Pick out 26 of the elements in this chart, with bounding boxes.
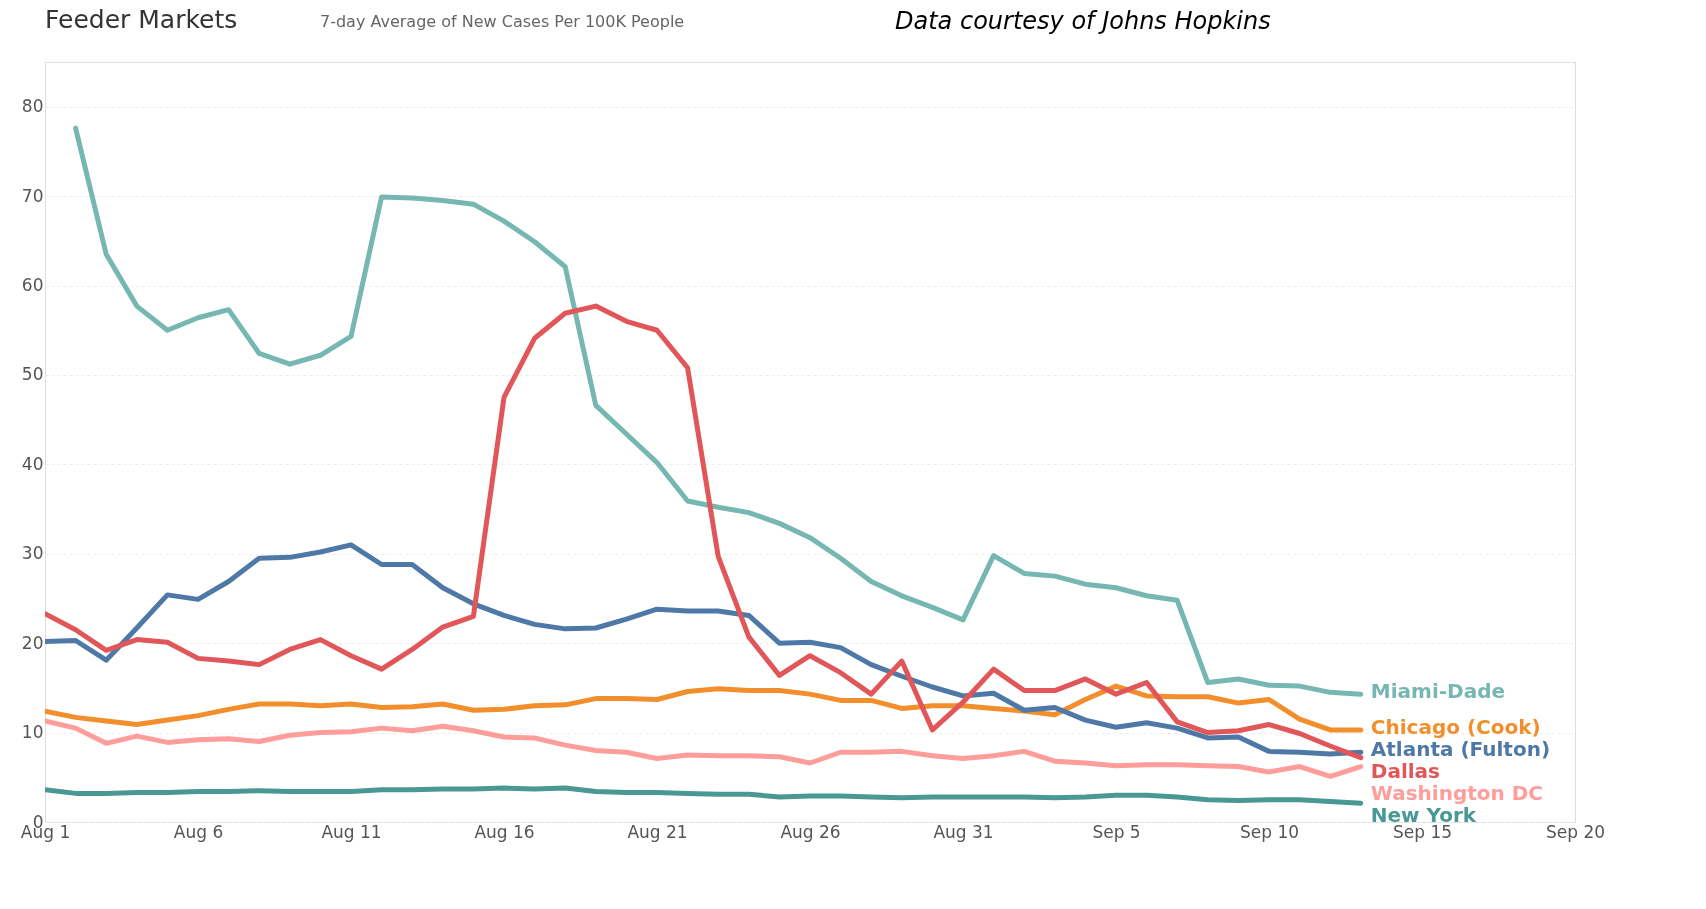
y-tick-label: 30 — [21, 543, 44, 564]
x-tick-label: Aug 6 — [173, 821, 224, 842]
x-tick-label: Aug 21 — [627, 821, 688, 842]
series-label: Miami-Dade — [1370, 678, 1506, 703]
series-label: Dallas — [1370, 759, 1441, 783]
series-label: Chicago (Cook) — [1370, 714, 1541, 739]
y-tick-label: 60 — [21, 275, 44, 296]
chart-title: Feeder Markets — [45, 5, 238, 34]
x-tick-label: Aug 11 — [321, 821, 382, 842]
y-tick-label: 10 — [21, 722, 44, 743]
x-tick-label: Sep 5 — [1092, 821, 1141, 842]
text: Data courtesy of Johns Hopkins — [895, 7, 1271, 35]
y-tick-label: 40 — [21, 453, 44, 474]
chart-subtitle: 7-day Average of New Cases Per 100K People — [320, 12, 685, 31]
y-tick-label: 50 — [21, 364, 44, 385]
x-tick-label: Sep 15 — [1392, 821, 1453, 842]
x-tick-label: Aug 31 — [933, 821, 994, 842]
y-tick-label: 20 — [21, 632, 44, 653]
x-tick-label: Aug 16 — [474, 821, 535, 842]
series-label: Washington DC — [1370, 781, 1543, 805]
y-tick-label: 70 — [21, 185, 44, 206]
series-label: Atlanta (Fulton) — [1370, 737, 1551, 761]
x-tick-label: Aug 26 — [780, 821, 841, 842]
x-tick-label: Sep 20 — [1545, 821, 1606, 842]
y-tick-label: 80 — [21, 96, 44, 117]
x-tick-label: Sep 10 — [1239, 821, 1300, 842]
